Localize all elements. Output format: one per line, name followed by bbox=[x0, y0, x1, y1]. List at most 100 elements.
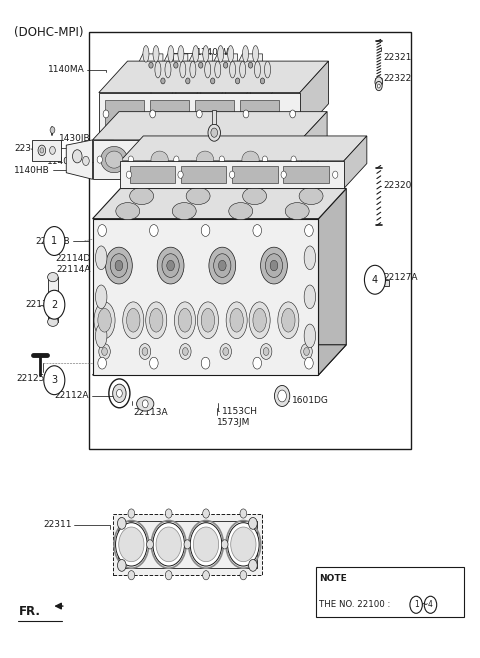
Circle shape bbox=[211, 128, 217, 138]
Circle shape bbox=[240, 570, 247, 580]
Ellipse shape bbox=[242, 151, 259, 168]
Circle shape bbox=[301, 343, 312, 359]
Circle shape bbox=[103, 110, 109, 118]
Ellipse shape bbox=[203, 45, 209, 62]
Circle shape bbox=[201, 357, 210, 369]
Ellipse shape bbox=[127, 309, 140, 332]
Ellipse shape bbox=[215, 61, 221, 78]
Circle shape bbox=[186, 78, 190, 84]
Text: 22125A: 22125A bbox=[16, 363, 50, 384]
Ellipse shape bbox=[192, 147, 218, 173]
Ellipse shape bbox=[242, 188, 266, 205]
Ellipse shape bbox=[282, 309, 295, 332]
Bar bbox=[374, 280, 389, 286]
Circle shape bbox=[243, 110, 249, 118]
Bar bbox=[240, 101, 279, 128]
Circle shape bbox=[209, 247, 236, 284]
Bar bbox=[105, 101, 144, 128]
Circle shape bbox=[201, 224, 210, 236]
Bar bbox=[130, 166, 175, 183]
Polygon shape bbox=[344, 136, 367, 188]
Text: 22321: 22321 bbox=[381, 47, 412, 63]
Circle shape bbox=[174, 156, 179, 163]
Ellipse shape bbox=[226, 302, 247, 339]
Circle shape bbox=[291, 156, 296, 163]
Polygon shape bbox=[139, 54, 163, 80]
Polygon shape bbox=[99, 61, 328, 93]
Ellipse shape bbox=[201, 309, 215, 332]
Ellipse shape bbox=[165, 61, 171, 78]
Circle shape bbox=[98, 357, 107, 369]
Ellipse shape bbox=[48, 272, 58, 282]
Ellipse shape bbox=[150, 309, 163, 332]
Text: 22114D: 22114D bbox=[55, 254, 110, 263]
Circle shape bbox=[199, 63, 203, 68]
Bar bbox=[118, 520, 257, 568]
Ellipse shape bbox=[278, 302, 299, 339]
Text: 1140HB: 1140HB bbox=[14, 166, 70, 174]
Ellipse shape bbox=[174, 302, 195, 339]
Circle shape bbox=[240, 509, 247, 518]
Ellipse shape bbox=[240, 61, 246, 78]
Circle shape bbox=[113, 384, 126, 403]
Ellipse shape bbox=[278, 390, 287, 402]
Circle shape bbox=[270, 261, 278, 271]
Ellipse shape bbox=[168, 45, 174, 62]
Polygon shape bbox=[93, 345, 346, 375]
Ellipse shape bbox=[196, 151, 214, 168]
Circle shape bbox=[410, 596, 422, 613]
Bar bbox=[316, 567, 464, 617]
Circle shape bbox=[162, 254, 179, 278]
Circle shape bbox=[265, 254, 283, 278]
Circle shape bbox=[128, 156, 133, 163]
Circle shape bbox=[126, 171, 132, 178]
Text: 1573JM: 1573JM bbox=[217, 408, 251, 427]
Polygon shape bbox=[214, 54, 238, 80]
Circle shape bbox=[116, 522, 147, 566]
Text: 22322: 22322 bbox=[380, 74, 412, 83]
Text: 22112A: 22112A bbox=[55, 391, 118, 401]
Circle shape bbox=[228, 522, 259, 566]
Circle shape bbox=[193, 527, 219, 562]
Circle shape bbox=[115, 261, 123, 271]
Circle shape bbox=[161, 78, 165, 84]
Bar bbox=[181, 166, 227, 183]
Circle shape bbox=[149, 63, 153, 68]
Text: ~: ~ bbox=[420, 600, 427, 609]
Circle shape bbox=[224, 63, 228, 68]
Text: 22127A: 22127A bbox=[380, 272, 418, 282]
Polygon shape bbox=[201, 70, 225, 96]
Circle shape bbox=[203, 509, 209, 518]
Circle shape bbox=[50, 127, 55, 134]
Ellipse shape bbox=[48, 317, 58, 326]
Ellipse shape bbox=[106, 151, 123, 168]
Bar bbox=[150, 101, 189, 128]
Ellipse shape bbox=[172, 203, 196, 220]
Circle shape bbox=[236, 78, 240, 84]
Ellipse shape bbox=[180, 61, 186, 78]
Circle shape bbox=[304, 347, 310, 355]
Circle shape bbox=[220, 343, 231, 359]
Circle shape bbox=[249, 517, 257, 529]
Ellipse shape bbox=[217, 45, 224, 62]
Text: (DOHC-MPI): (DOHC-MPI) bbox=[14, 26, 84, 39]
Circle shape bbox=[219, 156, 225, 163]
Ellipse shape bbox=[249, 302, 270, 339]
Polygon shape bbox=[319, 188, 346, 375]
Circle shape bbox=[118, 517, 126, 529]
Circle shape bbox=[196, 110, 202, 118]
Ellipse shape bbox=[96, 324, 107, 347]
Circle shape bbox=[174, 63, 178, 68]
Ellipse shape bbox=[237, 147, 264, 173]
Polygon shape bbox=[189, 54, 213, 80]
Ellipse shape bbox=[98, 309, 111, 332]
Text: 1153CH: 1153CH bbox=[218, 403, 258, 416]
Polygon shape bbox=[120, 161, 344, 188]
Text: 1430JB: 1430JB bbox=[59, 134, 113, 143]
Ellipse shape bbox=[253, 309, 266, 332]
Circle shape bbox=[184, 540, 191, 549]
Circle shape bbox=[98, 224, 107, 236]
Text: 1: 1 bbox=[414, 600, 419, 609]
Circle shape bbox=[260, 343, 272, 359]
Circle shape bbox=[182, 347, 188, 355]
